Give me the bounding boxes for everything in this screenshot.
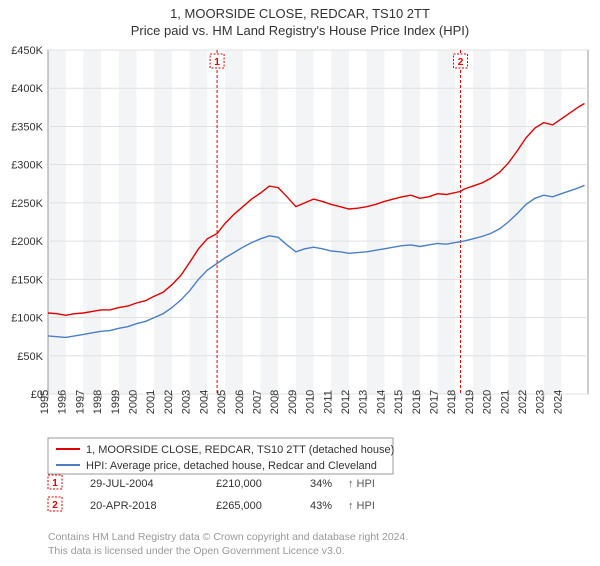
sale-row-pct: 43%: [310, 500, 332, 512]
sale-row-suffix: ↑ HPI: [348, 478, 375, 490]
x-tick-label: 2010: [305, 390, 317, 414]
x-tick-label: 2011: [322, 390, 334, 414]
x-tick-label: 1997: [74, 390, 86, 414]
chart-title: 1, MOORSIDE CLOSE, REDCAR, TS10 2TT: [0, 6, 600, 21]
sale-row-number: 1: [52, 478, 58, 489]
plot-band: [473, 50, 491, 394]
x-tick-label: 2023: [535, 390, 547, 414]
x-tick-label: 1995: [39, 390, 51, 414]
y-tick-label: £450K: [11, 45, 43, 57]
y-tick-label: £100K: [11, 313, 43, 325]
x-tick-label: 2008: [269, 390, 281, 414]
x-tick-label: 2018: [446, 390, 458, 414]
x-tick-label: 2006: [234, 390, 246, 414]
x-tick-label: 2021: [499, 390, 511, 414]
sale-row-price: £210,000: [216, 478, 262, 490]
x-tick-label: 2005: [216, 390, 228, 414]
credit-line: Contains HM Land Registry data © Crown c…: [48, 531, 408, 543]
x-tick-label: 2020: [482, 390, 494, 414]
legend-label: 1, MOORSIDE CLOSE, REDCAR, TS10 2TT (det…: [86, 444, 394, 456]
x-tick-label: 2002: [163, 390, 175, 414]
y-tick-label: £400K: [11, 83, 43, 95]
x-tick-label: 2013: [358, 390, 370, 414]
legend-label: HPI: Average price, detached house, Redc…: [86, 460, 377, 472]
y-tick-label: £50K: [17, 351, 43, 363]
y-tick-label: £350K: [11, 121, 43, 133]
x-tick-label: 1999: [110, 390, 122, 414]
x-tick-label: 2015: [393, 390, 405, 414]
sale-marker-number: 1: [214, 57, 220, 68]
plot-band: [119, 50, 137, 394]
plot-band: [331, 50, 349, 394]
plot-band: [154, 50, 172, 394]
x-tick-label: 2004: [198, 390, 210, 414]
y-tick-label: £250K: [11, 198, 43, 210]
plot-band: [367, 50, 385, 394]
price-chart: £0£50K£100K£150K£200K£250K£300K£350K£400…: [0, 44, 600, 564]
credit-line: This data is licensed under the Open Gov…: [48, 545, 345, 557]
y-tick-label: £150K: [11, 274, 43, 286]
x-tick-label: 1996: [57, 390, 69, 414]
x-tick-label: 2019: [464, 390, 476, 414]
x-tick-label: 2022: [517, 390, 529, 414]
x-tick-label: 2001: [145, 390, 157, 414]
sale-row-suffix: ↑ HPI: [348, 500, 375, 512]
plot-band: [438, 50, 456, 394]
x-tick-label: 1998: [92, 390, 104, 414]
x-tick-label: 2016: [411, 390, 423, 414]
plot-band: [402, 50, 420, 394]
y-tick-label: £300K: [11, 160, 43, 172]
sale-row-date: 29-JUL-2004: [90, 478, 154, 490]
x-tick-label: 2024: [552, 390, 564, 414]
sale-marker-number: 2: [458, 57, 464, 68]
x-tick-label: 2014: [375, 390, 387, 414]
x-tick-label: 2000: [128, 390, 140, 414]
plot-band: [83, 50, 101, 394]
plot-band: [260, 50, 278, 394]
y-tick-label: £200K: [11, 236, 43, 248]
x-tick-label: 2009: [287, 390, 299, 414]
chart-subtitle: Price paid vs. HM Land Registry's House …: [0, 23, 600, 38]
plot-band: [544, 50, 562, 394]
x-tick-label: 2017: [429, 390, 441, 414]
plot-band: [48, 50, 66, 394]
plot-band: [296, 50, 314, 394]
sale-row-pct: 34%: [310, 478, 332, 490]
plot-band: [508, 50, 526, 394]
plot-band: [190, 50, 208, 394]
sale-row-price: £265,000: [216, 500, 262, 512]
sale-row-number: 2: [52, 500, 58, 511]
x-tick-label: 2003: [181, 390, 193, 414]
sale-row-date: 20-APR-2018: [90, 500, 157, 512]
x-tick-label: 2012: [340, 390, 352, 414]
plot-band: [225, 50, 243, 394]
x-tick-label: 2007: [251, 390, 263, 414]
